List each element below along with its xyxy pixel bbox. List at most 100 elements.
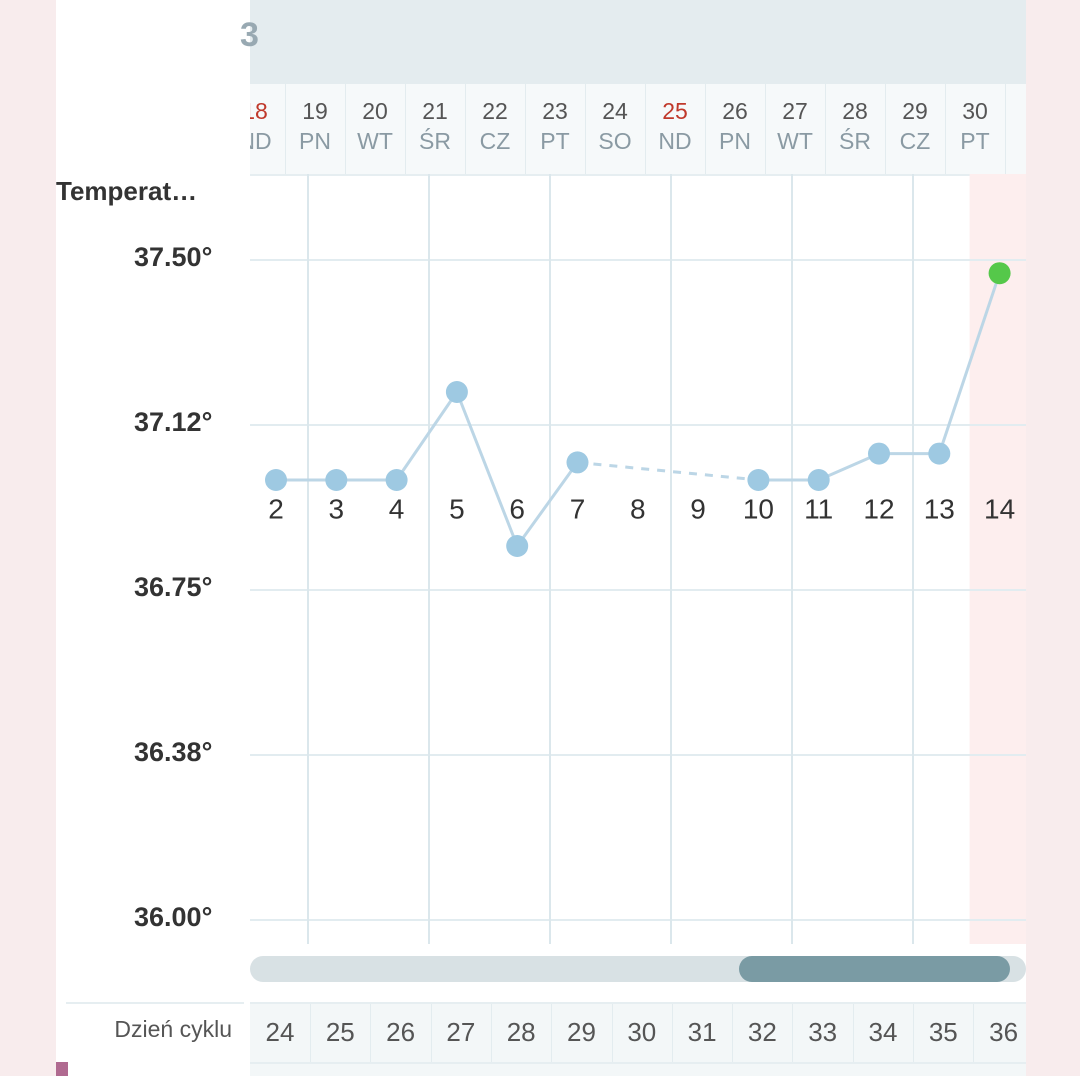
temperature-point [807, 469, 830, 491]
day-column[interactable]: 25 ND [645, 84, 706, 174]
cycle-day-cell: 27 [431, 1004, 492, 1064]
temperature-point [868, 442, 890, 465]
temperature-point [566, 451, 589, 474]
series-line [455, 391, 519, 547]
cycle-day-cell: 33 [793, 1004, 854, 1064]
series-line [395, 391, 459, 481]
cycle-day-cell: 36 [974, 1004, 1026, 1064]
temperature-point [325, 469, 348, 491]
cycle-day-cell: 35 [913, 1004, 975, 1064]
weekday-label: PT [960, 128, 990, 154]
row-marker [56, 1062, 68, 1076]
point-label: 3 [329, 493, 345, 524]
point-label: 8 [630, 493, 646, 524]
y-tick-label: 37.50° [134, 242, 213, 272]
today-point [988, 262, 1011, 285]
weekday-label: ND [250, 128, 272, 154]
weekday-label: CZ [479, 128, 511, 154]
chart-panel: 3 18ND19PN20WT21ŚR22CZ23PT24SO25ND26PN27… [56, 0, 1026, 1076]
y-axis-title: Temperat… [56, 176, 198, 206]
point-label: 11 [804, 493, 833, 524]
cycle-day-label-cell: Dzień cyklu [66, 1002, 244, 1064]
weekday-label: ŚR [419, 128, 451, 154]
cycle-day-cell: 31 [672, 1004, 734, 1064]
point-label: 10 [743, 493, 774, 524]
y-tick-label: 36.38° [134, 737, 213, 767]
scrollbar-thumb[interactable] [738, 956, 1011, 982]
weekday-label: WT [357, 128, 393, 154]
temperature-chart[interactable]: 2 3 4 5 6 7 8 9 10 11 12 13 14 [250, 174, 1026, 944]
weekday-label: S [1005, 128, 1026, 155]
day-column[interactable]: 22 CZ [465, 84, 526, 174]
day-number: 19 [302, 98, 328, 124]
weekday-label: PN [719, 128, 751, 154]
day-column[interactable]: 29 CZ [885, 84, 946, 174]
day-number: 18 [250, 98, 268, 124]
weekday-label: WT [777, 128, 813, 154]
days-header[interactable]: 18 ND 19 PN 20 WT 21 ŚR 22 CZ 23 PT 24 SO 25 ND 26 PN 27 WT… [250, 84, 1026, 176]
day-column[interactable]: 20 WT [345, 84, 406, 174]
day-number: 29 [902, 98, 928, 124]
cycle-day-cell: 24 [250, 1004, 311, 1064]
day-number: ( [1005, 98, 1026, 125]
cycle-day-cell: 32 [732, 1004, 794, 1064]
point-label: 4 [389, 493, 405, 524]
day-column[interactable]: 26 PN [705, 84, 766, 174]
temperature-point [265, 469, 287, 491]
day-number: 27 [782, 98, 808, 124]
cycle-day-cell: 25 [310, 1004, 372, 1064]
day-number: 24 [602, 98, 628, 124]
day-column[interactable]: 24 SO [585, 84, 646, 174]
weekday-label: ND [658, 128, 692, 154]
day-number: 22 [482, 98, 508, 124]
day-column[interactable]: 19 PN [285, 84, 346, 174]
month-label: 3 [240, 16, 259, 54]
weekday-label: PN [299, 128, 331, 154]
next-row [56, 1062, 1026, 1076]
day-column[interactable]: 23 PT [525, 84, 586, 174]
day-number: 30 [962, 98, 988, 124]
day-column[interactable]: 30 PT [945, 84, 1006, 174]
day-column[interactable]: 21 ŚR [405, 84, 466, 174]
cycle-day-row: Dzień cyklu 24 25 26 27 28 29 30 31 32 33 34 35 36 [66, 1002, 1026, 1064]
horizontal-scrollbar[interactable] [250, 956, 1026, 982]
day-number: 26 [722, 98, 748, 124]
cycle-day-cell: 26 [371, 1004, 432, 1064]
day-number: 28 [842, 98, 868, 124]
weekday-label: SO [598, 128, 632, 154]
point-label: 9 [690, 493, 706, 524]
point-label: 5 [449, 493, 465, 524]
weekday-label: PT [540, 128, 570, 154]
point-label: 6 [509, 493, 525, 524]
day-number: 20 [362, 98, 388, 124]
point-label: 14 [984, 493, 1015, 524]
temperature-point [747, 469, 770, 491]
day-number: 23 [542, 98, 568, 124]
weekday-label: ŚR [839, 128, 871, 154]
series-line [515, 461, 579, 547]
day-column[interactable]: 28 ŚR [825, 84, 886, 174]
cycle-day-cell: 34 [853, 1004, 914, 1064]
cycle-day-label: Dzień cyklu [114, 1016, 232, 1042]
gap-line-dashed [577, 460, 759, 482]
day-column[interactable]: (S [1005, 84, 1026, 174]
y-tick-label: 36.75° [134, 572, 213, 602]
series-line [937, 272, 1002, 455]
point-label: 13 [924, 493, 955, 524]
month-header: 3 [240, 0, 1026, 84]
day-number: 25 [662, 98, 688, 124]
point-label: 7 [570, 493, 586, 524]
point-label: 2 [268, 493, 284, 524]
temperature-point [506, 535, 529, 557]
day-column[interactable]: 27 WT [765, 84, 826, 174]
temperature-point [928, 442, 951, 465]
day-column[interactable]: 18 ND [250, 84, 286, 174]
weekday-label: CZ [899, 128, 931, 154]
cycle-day-cell: 29 [552, 1004, 613, 1064]
cycle-day-cells: 24 25 26 27 28 29 30 31 32 33 34 35 36 [250, 1002, 1026, 1064]
point-label: 12 [863, 493, 894, 524]
next-row-cells [250, 1062, 1026, 1076]
temperature-point [385, 469, 408, 491]
cycle-day-cell: 28 [491, 1004, 553, 1064]
today-highlight [969, 174, 1026, 944]
